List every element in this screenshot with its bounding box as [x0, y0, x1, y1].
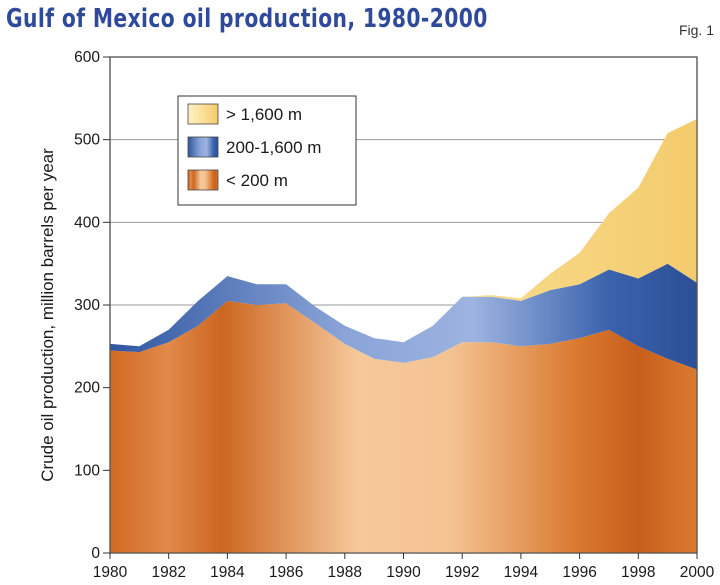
legend-swatch [187, 136, 219, 158]
x-tick-label: 1994 [504, 564, 539, 581]
legend-label: 200-1,600 m [226, 138, 321, 157]
y-axis-label: Crude oil production, million barrels pe… [38, 148, 57, 482]
area-series-1 [110, 300, 697, 553]
area-series-2 [110, 263, 697, 370]
y-tick-label: 0 [91, 545, 100, 562]
x-tick-label: 1998 [621, 564, 655, 581]
x-tick-label: 1980 [93, 564, 128, 581]
x-tick-label: 1982 [151, 564, 185, 581]
x-tick-label: 1992 [445, 564, 479, 581]
x-tick-label: 1988 [328, 564, 362, 581]
y-tick-label: 500 [74, 132, 100, 149]
legend-swatch [187, 103, 219, 125]
area-series-3 [110, 119, 697, 347]
legend-swatch [187, 169, 219, 191]
x-tick-label: 1990 [386, 564, 421, 581]
legend: > 1,600 m 200-1,600 m < 200 m [177, 95, 357, 206]
x-tick-label: 1984 [210, 564, 245, 581]
y-tick-label: 200 [74, 380, 100, 397]
legend-label: < 200 m [226, 171, 288, 190]
chart-title: Gulf of Mexico oil production, 1980-2000 [6, 4, 488, 34]
legend-label: > 1,600 m [226, 105, 302, 124]
area-series [110, 119, 697, 553]
y-tick-label: 300 [74, 297, 100, 314]
y-tick-label: 100 [74, 462, 100, 479]
figure-label: Fig. 1 [678, 22, 714, 38]
x-tick-label: 1986 [269, 564, 303, 581]
x-axis-ticks: 1980 1982 1984 1986 1988 1990 1992 1994 1996 1998… [93, 553, 715, 581]
y-axis-ticks: 0 100 200 300 400 500 600 [74, 49, 110, 562]
y-tick-label: 600 [74, 49, 100, 66]
x-tick-label: 1996 [562, 564, 596, 581]
y-tick-label: 400 [74, 214, 100, 231]
x-tick-label: 2000 [680, 564, 715, 581]
